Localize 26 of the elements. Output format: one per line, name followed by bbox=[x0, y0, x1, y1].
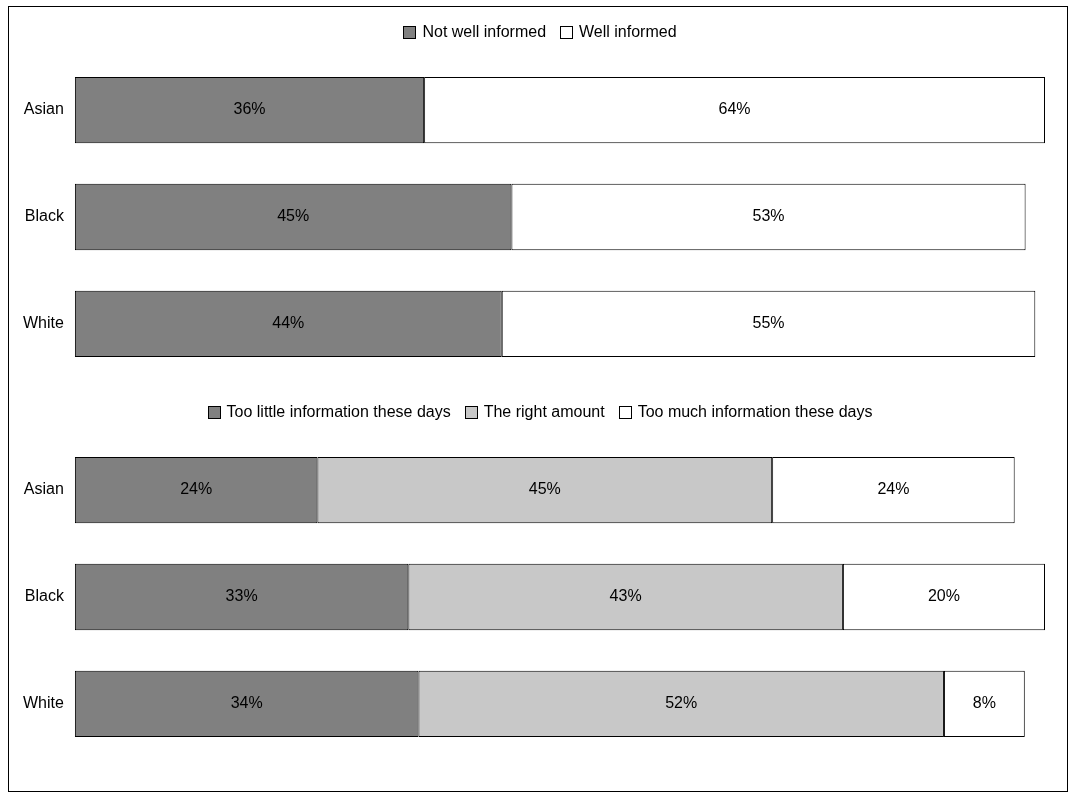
legend-label: Too little information these days bbox=[225, 403, 451, 421]
data-label: 36% bbox=[233, 100, 266, 118]
y-tick-label: White bbox=[22, 314, 64, 332]
data-label: 33% bbox=[225, 587, 258, 605]
text: Well informed bbox=[578, 23, 677, 41]
y-tick-label: Black bbox=[24, 587, 65, 605]
data-label: 64% bbox=[718, 100, 751, 118]
data-label: 55% bbox=[752, 314, 785, 332]
data-label: 45% bbox=[528, 480, 561, 498]
y-tick-label: Asian bbox=[23, 480, 64, 498]
y-tick-label: Asian bbox=[23, 100, 64, 118]
y-tick-label: Black bbox=[24, 207, 65, 225]
text: Too much information these days bbox=[636, 403, 873, 421]
data-label: 24% bbox=[180, 480, 213, 498]
data-label: 24% bbox=[877, 480, 910, 498]
data-label: 20% bbox=[927, 587, 960, 605]
data-label: 52% bbox=[665, 694, 698, 712]
data-label: 45% bbox=[277, 207, 310, 225]
data-label: 8% bbox=[972, 694, 996, 712]
data-label: 44% bbox=[272, 314, 305, 332]
data-label: 34% bbox=[230, 694, 263, 712]
legend-label: Not well informed bbox=[421, 23, 547, 41]
y-tick-label: White bbox=[22, 694, 64, 712]
data-label: 43% bbox=[609, 587, 642, 605]
data-label: 53% bbox=[752, 207, 785, 225]
legend-label: The right amount bbox=[482, 403, 605, 421]
